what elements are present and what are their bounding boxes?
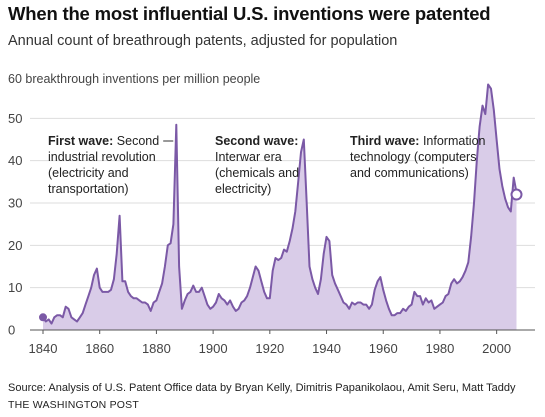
page-title: When the most influential U.S. invention…	[8, 3, 491, 24]
x-tick-label: 1880	[142, 341, 171, 356]
unit-label: 60 breakthrough inventions per million p…	[8, 72, 260, 86]
annotation-first-wave: First wave: Second industrial revolution (…	[48, 134, 174, 196]
end-marker	[510, 188, 523, 201]
x-axis: 1840 1860 1880 1900 1920 1940 1960 1980 2000	[29, 329, 535, 356]
y-tick-label: 10	[8, 280, 22, 295]
y-tick-label: 0	[8, 323, 15, 338]
annotation-third-wave: Third wave: Information technology (compu…	[350, 134, 486, 180]
annotation-line: (chemicals and	[215, 166, 299, 180]
annotation-text: Third wave: Information	[350, 134, 486, 148]
start-marker	[39, 313, 47, 322]
x-tick-label: 1860	[85, 341, 114, 356]
annotation-line: industrial revolution	[48, 150, 156, 164]
data-points	[39, 188, 523, 322]
annotation-heading: First wave:	[48, 134, 113, 148]
annotation-heading: Third wave:	[350, 134, 419, 148]
x-tick-label: 2000	[482, 341, 511, 356]
x-tick-label: 1940	[312, 341, 341, 356]
x-tick-label: 1920	[255, 341, 284, 356]
x-tick-label: 1960	[369, 341, 398, 356]
y-tick-label: 50	[8, 111, 22, 126]
y-tick-label: 20	[8, 238, 22, 253]
annotation-line: Interwar era	[215, 150, 282, 164]
series-line	[42, 83, 518, 325]
annotation-lead: Information	[419, 134, 485, 148]
page-subtitle: Annual count of breathrough patents, adj…	[8, 33, 398, 49]
annotation-line: electricity)	[215, 182, 271, 196]
annotation-heading: Second wave:	[215, 134, 298, 148]
y-axis: 0 10 20 30 40 50	[8, 111, 22, 338]
annotation-second-wave: Second wave: Interwar era (chemicals and el…	[215, 134, 299, 196]
y-tick-label: 40	[8, 153, 22, 168]
source-note: Source: Analysis of U.S. Patent Office d…	[8, 382, 516, 394]
annotation-line: technology (computers	[350, 150, 476, 164]
x-tick-label: 1840	[29, 341, 58, 356]
annotations: First wave: Second industrial revolution (…	[48, 134, 486, 196]
annotation-line: (electricity and	[48, 166, 129, 180]
chart: 0 10 20 30 40 50 1840 1860 1880 1900 1920 1940 1960…	[8, 72, 535, 356]
annotation-line: transportation)	[48, 182, 129, 196]
credit-line: THE WASHINGTON POST	[8, 399, 139, 411]
series-area	[43, 84, 517, 330]
annotation-text: Second wave:	[215, 134, 298, 148]
annotation-lead: Second	[113, 134, 159, 148]
y-tick-label: 30	[8, 196, 22, 211]
annotation-text: First wave: Second	[48, 134, 159, 148]
annotation-line: and communications)	[350, 166, 469, 180]
x-tick-label: 1900	[199, 341, 228, 356]
x-tick-label: 1980	[425, 341, 454, 356]
